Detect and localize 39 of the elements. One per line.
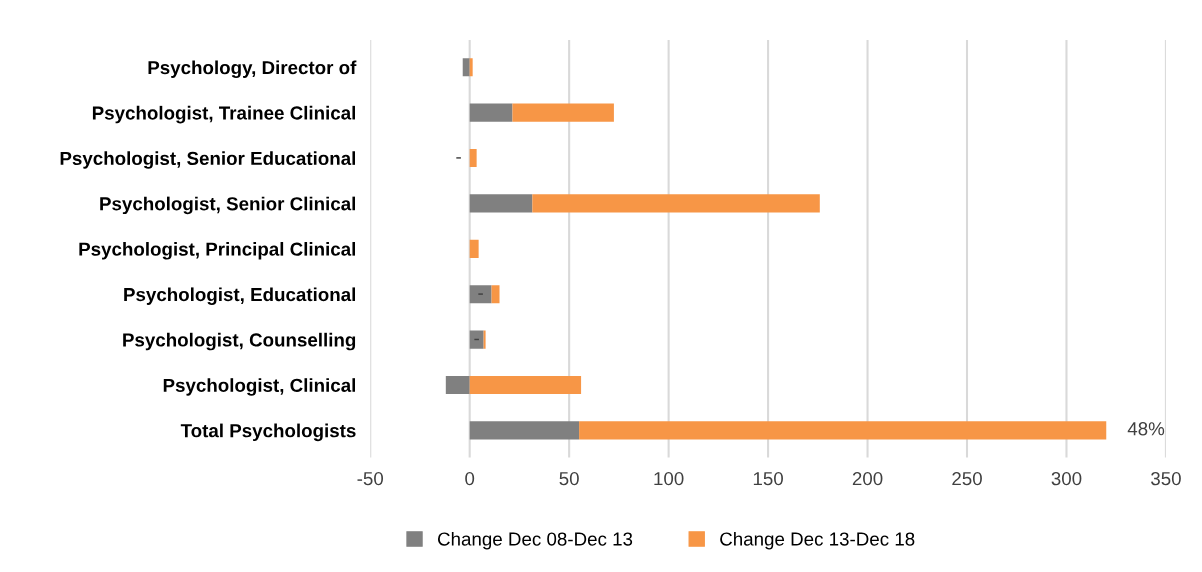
y-tick-label: Psychologist, Principal Clinical bbox=[79, 242, 356, 260]
bar bbox=[469, 375, 582, 395]
x-tick-label: 350 bbox=[1151, 471, 1181, 486]
y-tick-label: Psychologist, Educational bbox=[124, 287, 356, 305]
x-tick-label: 150 bbox=[753, 471, 783, 486]
bar bbox=[469, 194, 533, 213]
x-tick-label: 250 bbox=[952, 471, 982, 486]
bar bbox=[579, 421, 1107, 440]
x-tick-label: 50 bbox=[559, 471, 579, 486]
y-tick-label: Psychologist, Senior Educational bbox=[60, 151, 356, 169]
data-label: - bbox=[478, 293, 483, 295]
y-tick-label: Total Psychologists bbox=[180, 423, 356, 442]
bar bbox=[469, 239, 479, 258]
bar bbox=[469, 148, 477, 168]
bar bbox=[445, 375, 470, 395]
x-tick-label: 0 bbox=[465, 471, 475, 486]
bar bbox=[469, 103, 513, 122]
x-tick-label: 200 bbox=[852, 471, 883, 486]
bar bbox=[491, 285, 500, 304]
bar bbox=[469, 330, 484, 349]
y-tick-label: Psychologist, Clinical bbox=[163, 378, 356, 396]
bar bbox=[532, 194, 820, 213]
legend-label: Change Dec 08-Dec 13 bbox=[437, 531, 633, 550]
y-tick-label: Psychologist, Counselling bbox=[123, 332, 356, 351]
x-tick-label: 100 bbox=[654, 471, 684, 486]
data-label: - bbox=[456, 157, 461, 159]
bar bbox=[469, 285, 492, 304]
data-label: - bbox=[474, 338, 479, 341]
bar bbox=[512, 103, 614, 122]
x-tick-label: 300 bbox=[1051, 471, 1082, 486]
annotation: 48% bbox=[1127, 422, 1165, 436]
bar bbox=[469, 421, 580, 440]
y-tick-label: Psychologist, Senior Clinical bbox=[100, 196, 356, 215]
bar bbox=[462, 58, 470, 77]
legend-label: Change Dec 13-Dec 18 bbox=[720, 531, 915, 550]
x-tick-label: -50 bbox=[357, 471, 384, 486]
y-tick-label: Psychologist, Trainee Clinical bbox=[92, 105, 356, 124]
bar bbox=[469, 58, 473, 77]
y-tick-label: Psychology, Director of bbox=[148, 60, 357, 79]
